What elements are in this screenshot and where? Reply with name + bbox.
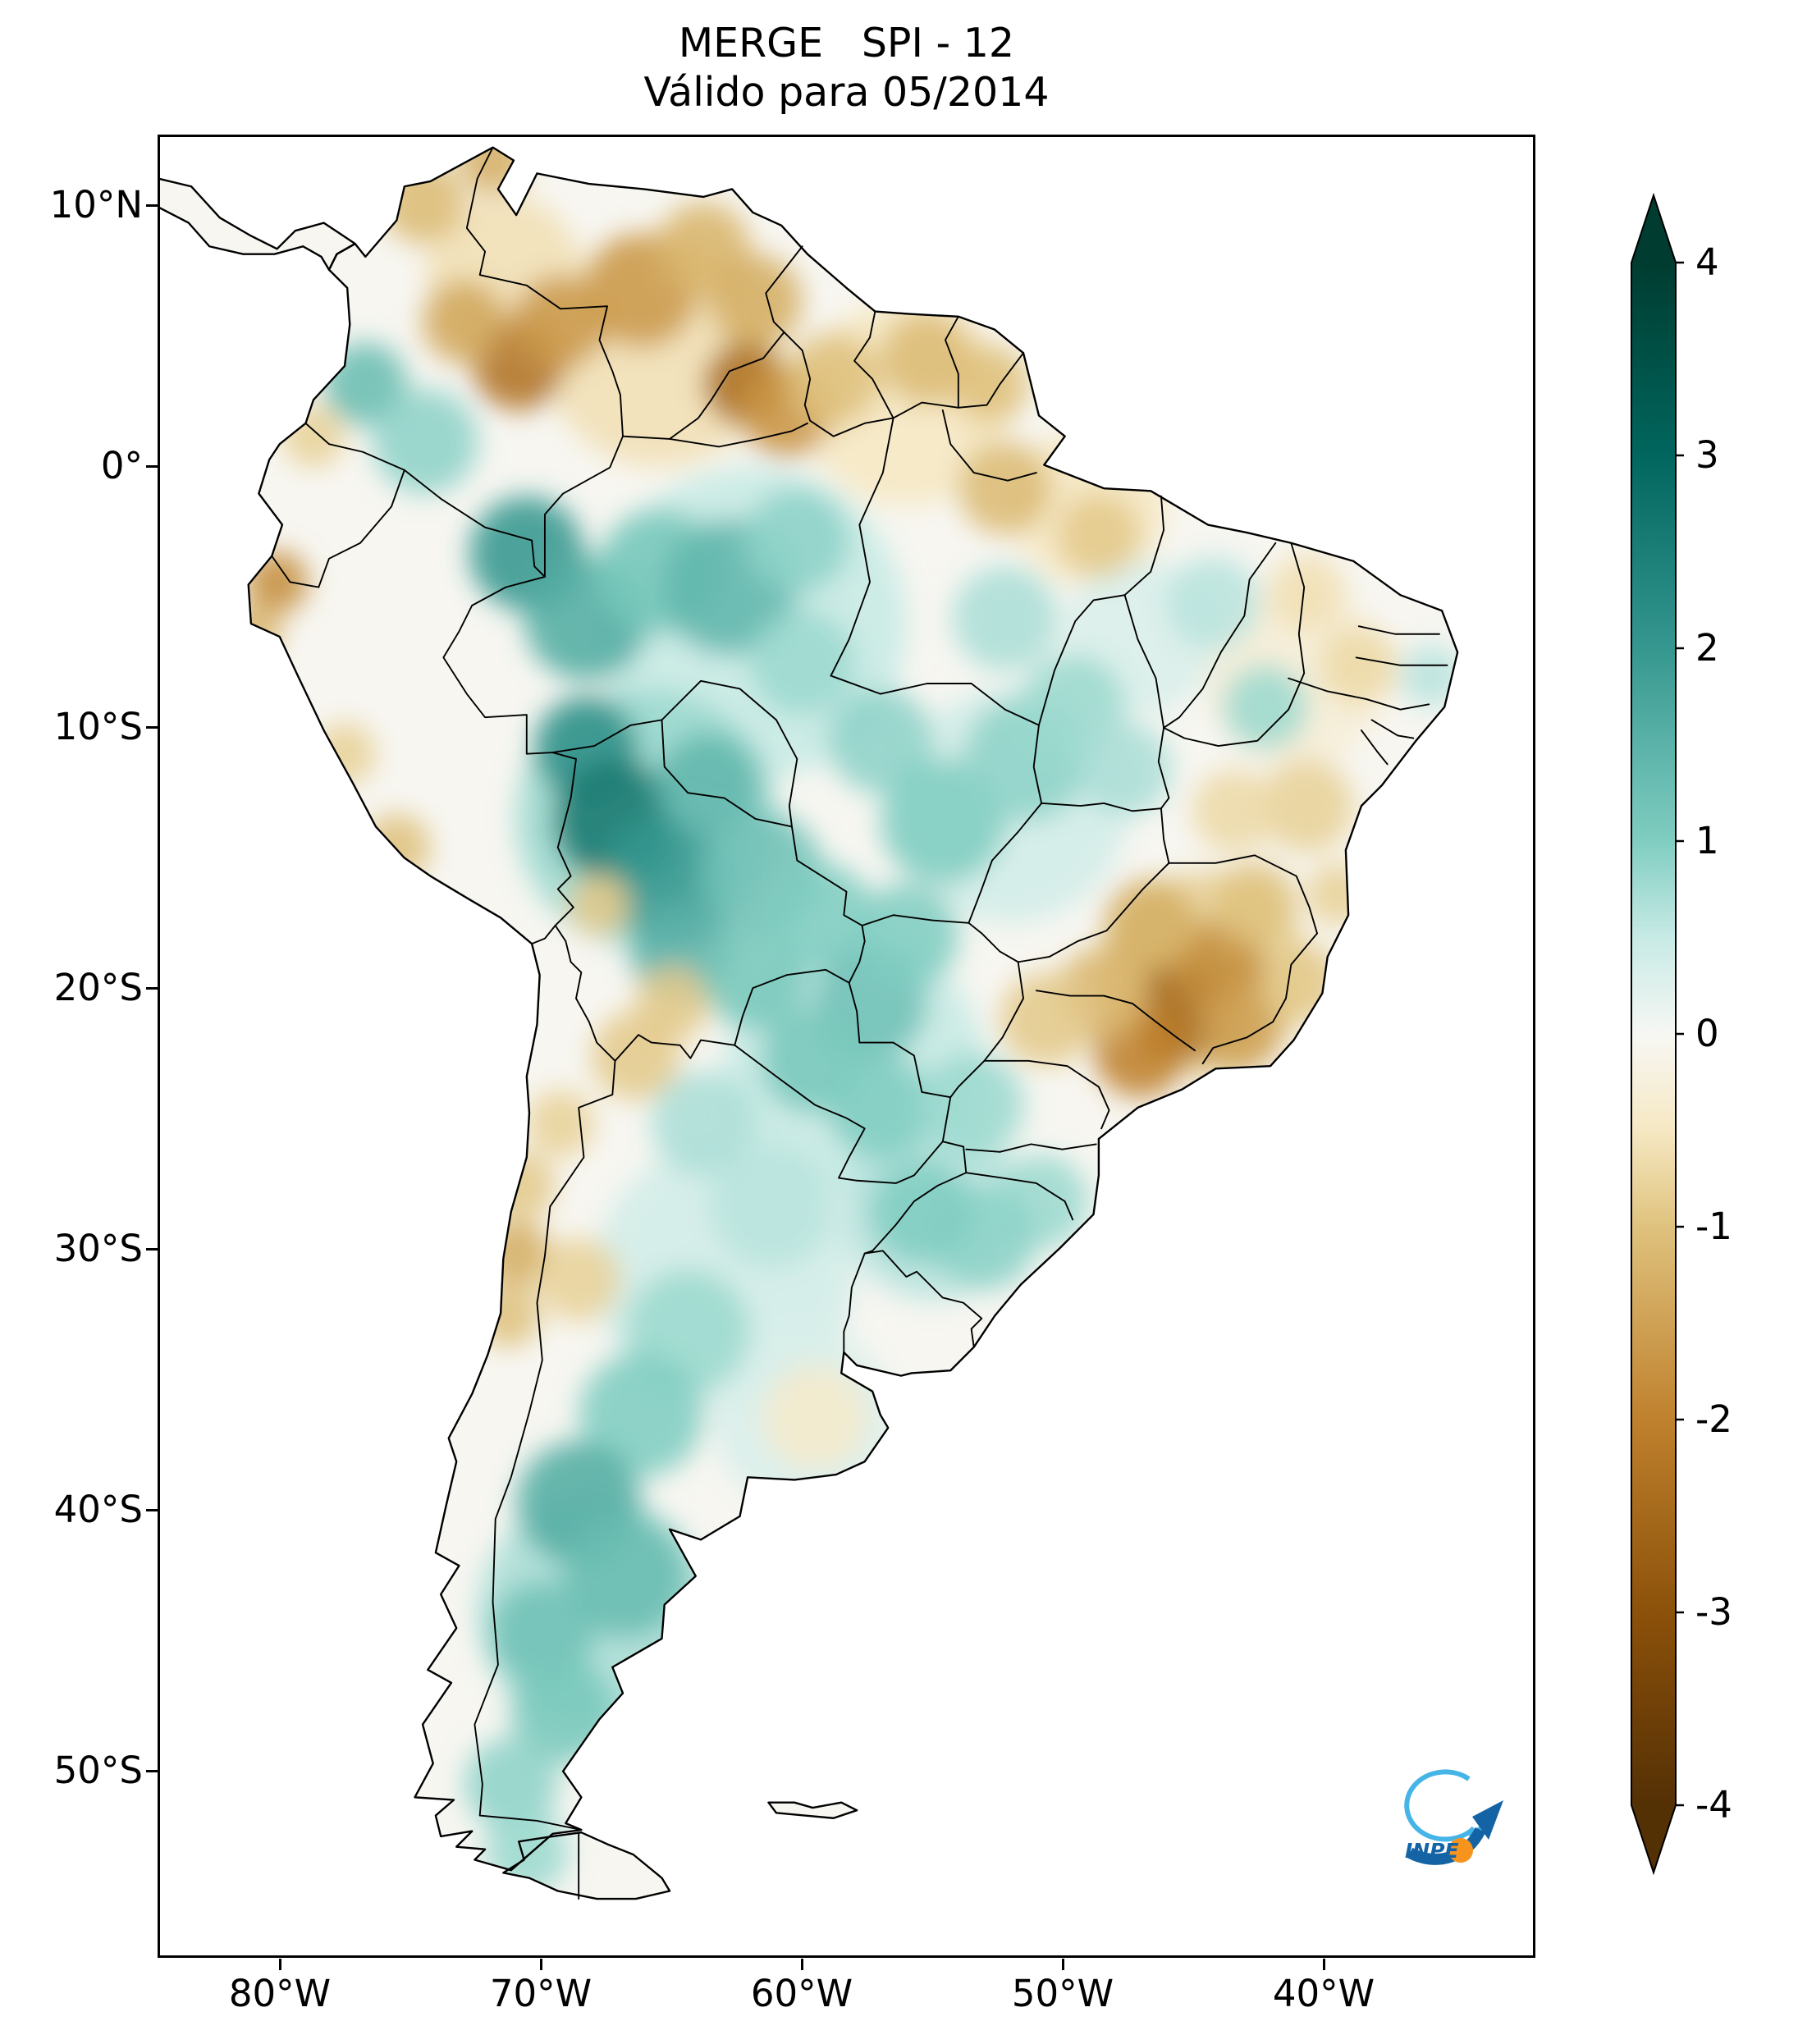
lon-label: 70°W xyxy=(489,1972,592,2015)
map-frame xyxy=(158,135,1535,1958)
svg-text:INPE: INPE xyxy=(1405,1839,1459,1863)
lat-label: 10°S xyxy=(53,705,143,748)
inpe-logo-graphic: INPE xyxy=(1404,1769,1503,1865)
map-subtitle: Válido para 05/2014 xyxy=(643,69,1050,116)
lon-label: 50°W xyxy=(1011,1972,1114,2015)
colorbar-tick-label: 0 xyxy=(1695,1012,1719,1055)
colorbar-tick-label: -4 xyxy=(1695,1783,1732,1827)
lon-tick-mark xyxy=(1062,1959,1064,1970)
colorbar-tick-label: -1 xyxy=(1695,1205,1732,1248)
lon-tick-mark xyxy=(1323,1959,1325,1970)
colorbar-tick-label: 4 xyxy=(1695,240,1719,284)
lat-label: 40°S xyxy=(53,1488,143,1531)
colorbar xyxy=(1631,192,1686,1876)
lon-tick-mark xyxy=(540,1959,542,1970)
lon-tick-mark xyxy=(801,1959,803,1970)
lat-label: 20°S xyxy=(53,966,143,1009)
colorbar-tick-label: -2 xyxy=(1695,1397,1732,1441)
lat-tick-mark xyxy=(146,1770,158,1772)
lon-label: 40°W xyxy=(1272,1972,1375,2015)
map-title: MERGE SPI - 12 xyxy=(678,20,1015,66)
lat-label: 50°S xyxy=(53,1749,143,1792)
lat-label: 0° xyxy=(100,444,143,487)
lon-label: 60°W xyxy=(750,1972,853,2015)
colorbar-tick-label: 3 xyxy=(1695,433,1719,477)
lat-tick-mark xyxy=(146,204,158,207)
lon-label: 80°W xyxy=(228,1972,332,2015)
lat-tick-mark xyxy=(146,465,158,468)
lat-tick-mark xyxy=(146,987,158,990)
colorbar-gradient xyxy=(1631,192,1684,1876)
colorbar-tick-label: 1 xyxy=(1695,819,1719,862)
lat-label: 10°N xyxy=(49,183,143,226)
colorbar-tick-label: -3 xyxy=(1695,1590,1732,1634)
inpe-logo: INPE xyxy=(1389,1758,1532,1873)
south-america-spi-map xyxy=(160,137,1533,1955)
lat-tick-mark xyxy=(146,1248,158,1251)
lat-tick-mark xyxy=(146,1509,158,1511)
lon-tick-mark xyxy=(279,1959,281,1970)
colorbar-tick-label: 2 xyxy=(1695,626,1719,670)
lat-label: 30°S xyxy=(53,1227,143,1270)
lat-tick-mark xyxy=(146,726,158,729)
